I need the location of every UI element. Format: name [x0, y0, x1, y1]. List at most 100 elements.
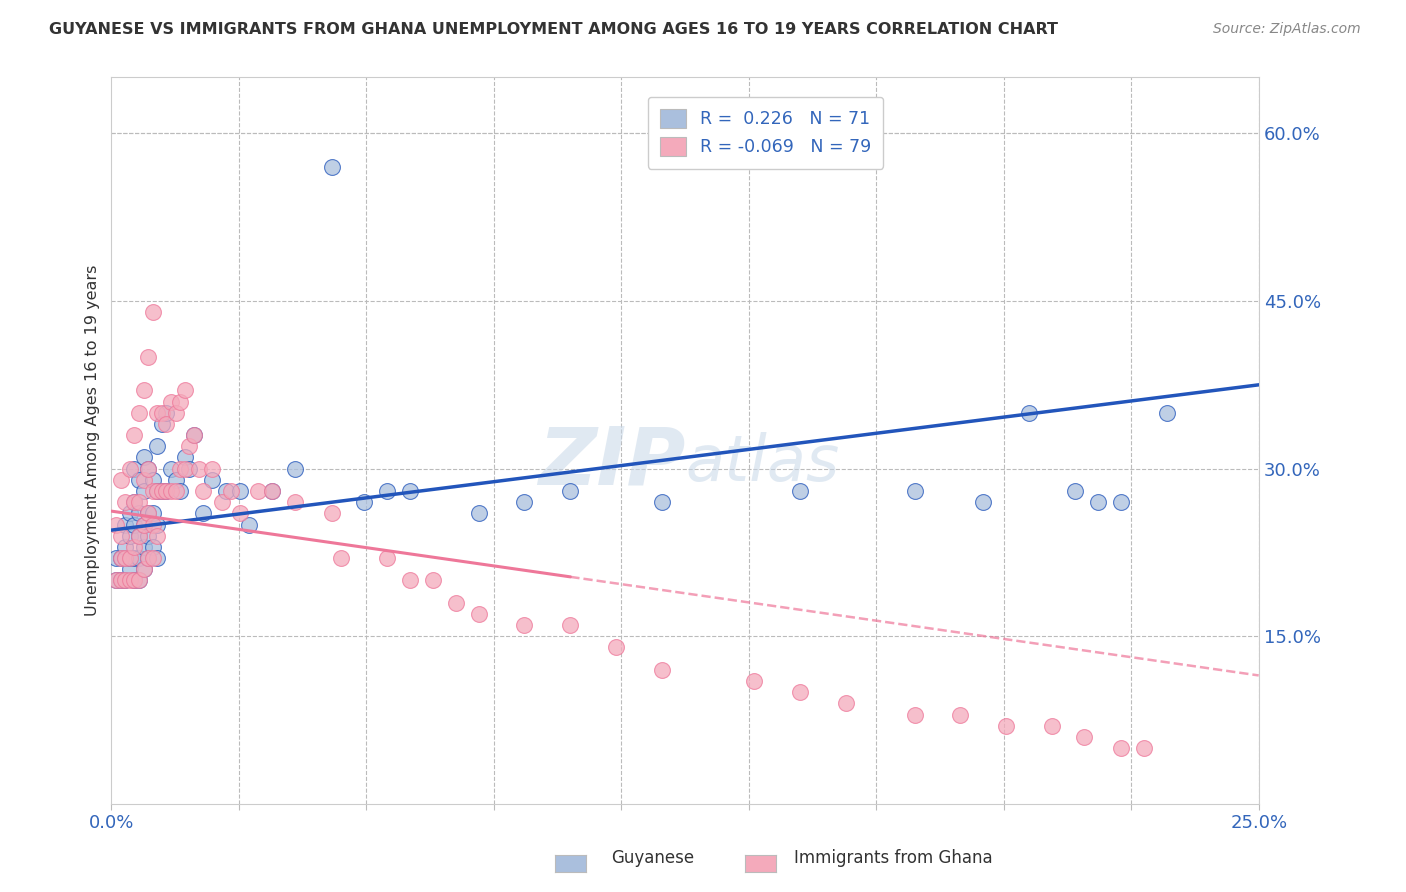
- Point: [651, 495, 673, 509]
- Point: [118, 461, 141, 475]
- Point: [142, 540, 165, 554]
- Point: [169, 394, 191, 409]
- Point: [128, 551, 150, 566]
- Point: [949, 707, 972, 722]
- Text: Immigrants from Ghana: Immigrants from Ghana: [794, 849, 993, 867]
- Point: [124, 551, 146, 566]
- Point: [110, 574, 132, 588]
- Text: Guyanese: Guyanese: [612, 849, 695, 867]
- Point: [146, 517, 169, 532]
- Point: [105, 551, 128, 566]
- Point: [183, 428, 205, 442]
- Point: [229, 507, 252, 521]
- Point: [193, 483, 215, 498]
- Point: [155, 417, 177, 431]
- Point: [136, 507, 159, 521]
- Point: [118, 562, 141, 576]
- Point: [114, 517, 136, 532]
- Point: [132, 562, 155, 576]
- Point: [114, 551, 136, 566]
- Point: [124, 495, 146, 509]
- Point: [160, 461, 183, 475]
- Point: [114, 551, 136, 566]
- Point: [124, 517, 146, 532]
- Point: [124, 574, 146, 588]
- Text: ZIP: ZIP: [537, 424, 685, 501]
- Point: [165, 483, 187, 498]
- Point: [398, 483, 420, 498]
- Point: [128, 495, 150, 509]
- Point: [132, 540, 155, 554]
- Point: [353, 495, 375, 509]
- Point: [128, 574, 150, 588]
- Point: [136, 461, 159, 475]
- Point: [155, 406, 177, 420]
- Point: [146, 551, 169, 566]
- Point: [110, 551, 132, 566]
- Point: [260, 483, 283, 498]
- Point: [229, 483, 252, 498]
- Point: [136, 350, 159, 364]
- Point: [173, 450, 195, 465]
- Point: [150, 483, 173, 498]
- Point: [1109, 741, 1132, 756]
- Point: [284, 461, 307, 475]
- Point: [114, 574, 136, 588]
- Point: [132, 517, 155, 532]
- Point: [160, 483, 183, 498]
- Point: [128, 473, 150, 487]
- Point: [136, 507, 159, 521]
- Point: [1064, 483, 1087, 498]
- Point: [142, 517, 165, 532]
- Point: [1109, 495, 1132, 509]
- Point: [1087, 495, 1109, 509]
- Point: [651, 663, 673, 677]
- Point: [150, 406, 173, 420]
- Point: [118, 551, 141, 566]
- Point: [155, 483, 177, 498]
- Point: [132, 450, 155, 465]
- Point: [467, 607, 489, 621]
- Point: [146, 483, 169, 498]
- Point: [150, 417, 173, 431]
- Point: [238, 517, 260, 532]
- Text: GUYANESE VS IMMIGRANTS FROM GHANA UNEMPLOYMENT AMONG AGES 16 TO 19 YEARS CORRELA: GUYANESE VS IMMIGRANTS FROM GHANA UNEMPL…: [49, 22, 1059, 37]
- Point: [142, 473, 165, 487]
- Point: [173, 384, 195, 398]
- Text: Source: ZipAtlas.com: Source: ZipAtlas.com: [1213, 22, 1361, 37]
- Point: [128, 529, 150, 543]
- Point: [124, 461, 146, 475]
- Point: [179, 439, 201, 453]
- Point: [124, 428, 146, 442]
- Point: [128, 574, 150, 588]
- Point: [1156, 406, 1178, 420]
- Point: [132, 517, 155, 532]
- Point: [150, 483, 173, 498]
- Point: [160, 394, 183, 409]
- Point: [193, 507, 215, 521]
- Point: [1018, 406, 1040, 420]
- Point: [789, 483, 811, 498]
- Point: [146, 483, 169, 498]
- Point: [1073, 730, 1095, 744]
- Point: [972, 495, 994, 509]
- Point: [128, 507, 150, 521]
- Point: [187, 461, 209, 475]
- Point: [398, 574, 420, 588]
- Point: [136, 551, 159, 566]
- Point: [422, 574, 444, 588]
- Point: [995, 719, 1018, 733]
- Point: [110, 529, 132, 543]
- Y-axis label: Unemployment Among Ages 16 to 19 years: Unemployment Among Ages 16 to 19 years: [86, 265, 100, 616]
- Point: [142, 483, 165, 498]
- Point: [132, 483, 155, 498]
- Legend: R =  0.226   N = 71, R = -0.069   N = 79: R = 0.226 N = 71, R = -0.069 N = 79: [648, 97, 883, 169]
- Point: [142, 305, 165, 319]
- Point: [513, 618, 536, 632]
- Point: [118, 529, 141, 543]
- Point: [136, 529, 159, 543]
- Text: atlas: atlas: [685, 432, 839, 493]
- Point: [114, 540, 136, 554]
- Point: [284, 495, 307, 509]
- Point: [1040, 719, 1063, 733]
